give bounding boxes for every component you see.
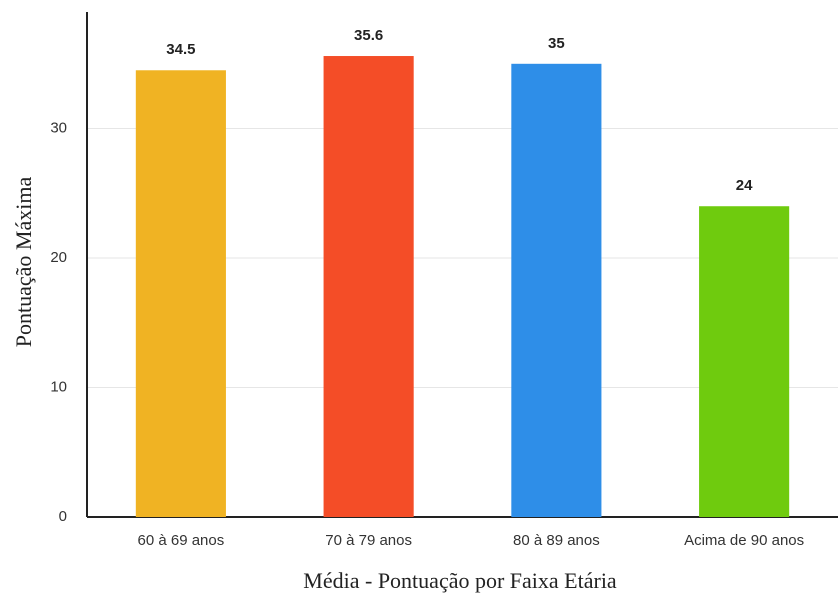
x-tick-label: 60 à 69 anos (138, 532, 225, 549)
x-tick-label: Acima de 90 anos (684, 532, 804, 549)
x-tick-label: 80 à 89 anos (513, 532, 600, 549)
value-label: 24 (736, 177, 753, 194)
value-label: 34.5 (166, 41, 195, 58)
bar (511, 63, 602, 518)
bar (323, 56, 414, 518)
bar (699, 206, 790, 517)
bar (135, 70, 226, 518)
value-label: 35.6 (354, 27, 383, 44)
y-tick-label: 20 (50, 249, 67, 266)
x-axis-label: Média - Pontuação por Faixa Etária (303, 568, 617, 593)
y-tick-label: 10 (50, 378, 67, 395)
y-axis-label: Pontuação Máxima (11, 177, 36, 348)
x-tick-label: 70 à 79 anos (325, 532, 412, 549)
y-tick-label: 0 (59, 508, 67, 525)
y-tick-label: 30 (50, 120, 67, 137)
value-label: 35 (548, 35, 565, 52)
